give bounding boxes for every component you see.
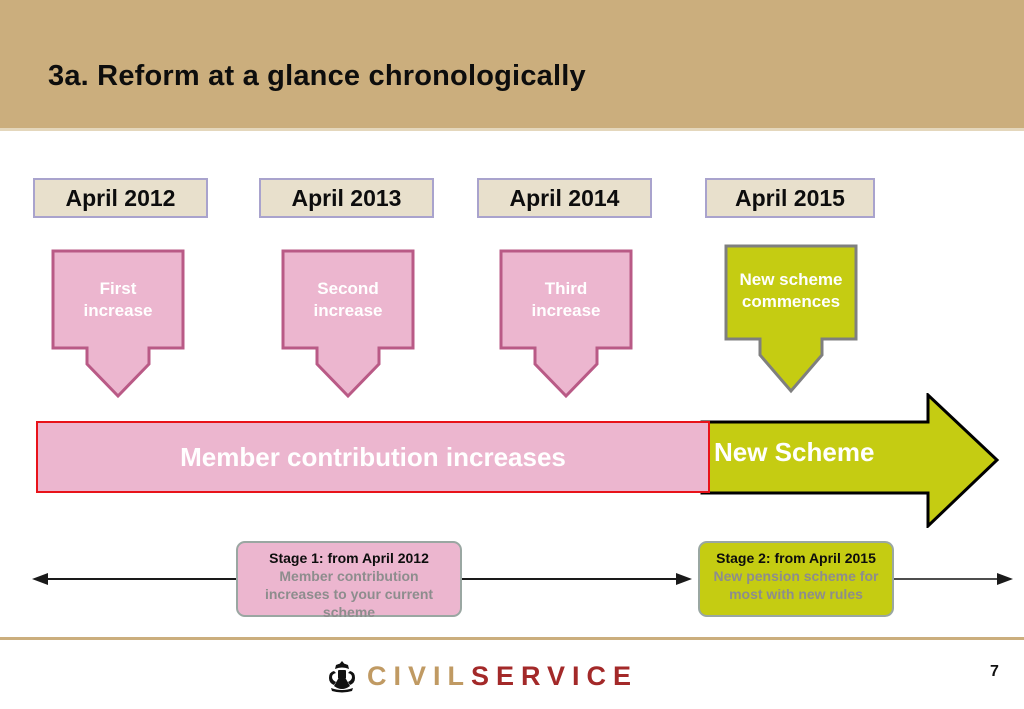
date-box-april-2013: April 2013 xyxy=(259,178,434,218)
royal-crest-icon xyxy=(329,661,355,693)
stage-title: Stage 1: from April 2012 xyxy=(269,550,429,566)
stage-title: Stage 2: from April 2015 xyxy=(716,550,876,566)
footer-divider xyxy=(0,637,1024,640)
date-box-april-2015: April 2015 xyxy=(705,178,875,218)
right-arrow-icon xyxy=(700,393,1000,528)
header-band-underline xyxy=(0,128,1024,131)
civil-service-logo: CIVIL SERVICE xyxy=(325,658,638,694)
band-segment-new-scheme: New Scheme xyxy=(700,393,1000,528)
stage-callout-stage-1: Stage 1: from April 2012 Member contribu… xyxy=(236,541,462,620)
down-arrow-icon xyxy=(499,249,633,399)
band-segment-member-contribution-increases: Member contribution increases xyxy=(36,421,710,493)
logo-text-service: SERVICE xyxy=(471,660,639,691)
page-number: 7 xyxy=(990,663,999,680)
callout-down-arrow-first-increase: First increase xyxy=(50,248,186,400)
callout-down-arrow-third-increase: Third increase xyxy=(498,248,634,400)
stage-callout-stage-2: Stage 2: from April 2015 New pension sch… xyxy=(698,541,894,617)
header-band xyxy=(0,0,1024,128)
stage-body: New pension scheme for most with new rul… xyxy=(713,568,879,602)
stage-body: Member contribution increases to your cu… xyxy=(264,568,434,620)
date-box-label: April 2015 xyxy=(735,184,845,211)
date-box-label: April 2013 xyxy=(291,184,402,211)
date-box-label: April 2014 xyxy=(509,184,620,211)
callout-down-arrow-second-increase: Second increase xyxy=(280,248,416,400)
timeline-connector-arrows xyxy=(32,573,1013,585)
date-box-april-2014: April 2014 xyxy=(477,178,652,218)
callout-down-arrow-new-scheme-commences: New scheme commences xyxy=(723,243,859,395)
page-title: 3a. Reform at a glance chronologically xyxy=(48,60,586,92)
date-box-april-2012: April 2012 xyxy=(33,178,208,218)
band-label-member-contribution-increases: Member contribution increases xyxy=(180,441,566,472)
down-arrow-icon xyxy=(51,249,185,399)
logo-text-civil: CIVIL xyxy=(367,660,472,691)
down-arrow-icon xyxy=(724,244,858,394)
date-box-label: April 2012 xyxy=(65,184,176,211)
down-arrow-icon xyxy=(281,249,415,399)
